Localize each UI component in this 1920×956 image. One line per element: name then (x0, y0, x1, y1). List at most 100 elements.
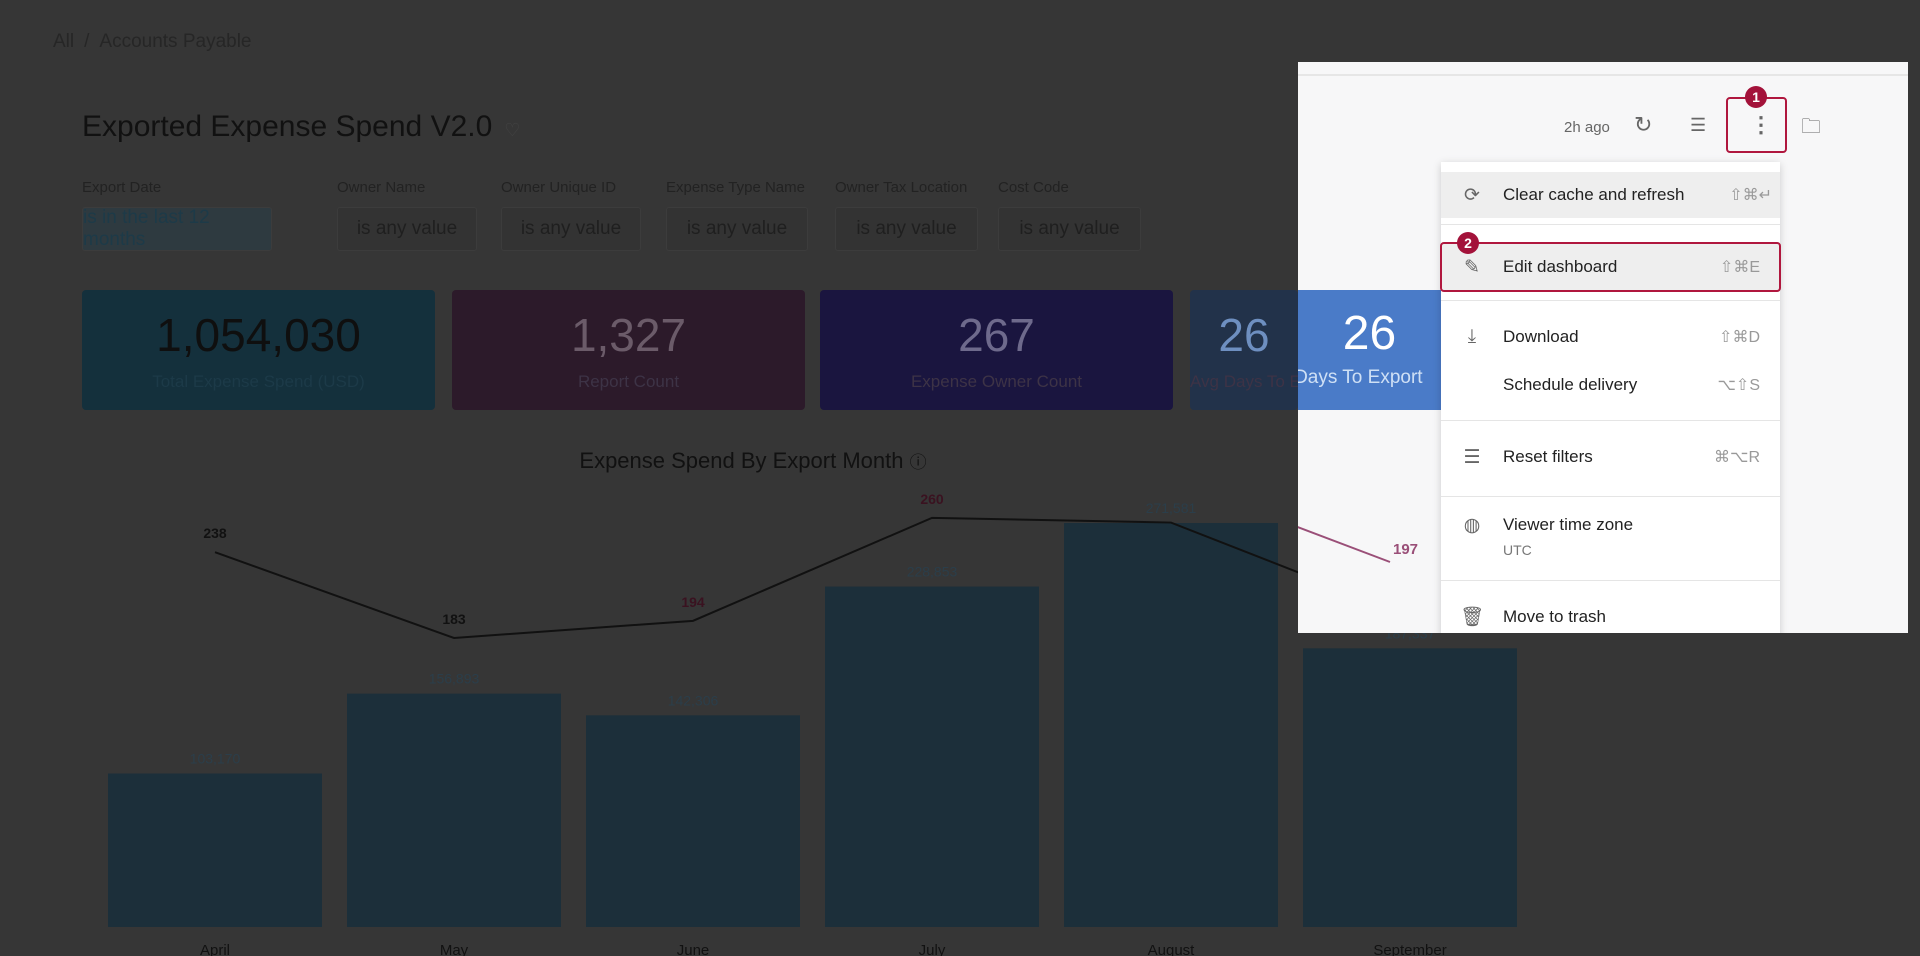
kpi-label: Avg Days To Export (1298, 367, 1423, 388)
chart-title: Expense Spend By Export Month ⓘ (0, 448, 1506, 474)
info-icon[interactable]: ⓘ (909, 453, 927, 472)
kpi-label: Report Count (577, 372, 680, 391)
kpi-card[interactable]: 1,054,030 Total Expense Spend (USD) (82, 290, 435, 410)
pencil-icon: ✎ (1464, 256, 1480, 278)
x-tick-label: July (919, 942, 946, 956)
divider (1298, 74, 1908, 76)
bar-september (1303, 648, 1517, 927)
shortcut: ⇧⌘D (1719, 329, 1760, 346)
filter-label: Expense Type Name (666, 179, 805, 196)
refresh-icon[interactable]: ↻ (1634, 112, 1653, 137)
bar-label: 103,170 (190, 751, 241, 767)
kpi-card-avg-days-zoomed: 26 Avg Days To Export (1298, 290, 1441, 410)
menu-label: Edit dashboard (1503, 257, 1618, 276)
x-tick-label: September (1373, 942, 1446, 956)
line-segment (1298, 526, 1391, 563)
filter-label: Export Date (82, 179, 162, 196)
breadcrumb: All / Accounts Payable (53, 31, 252, 53)
bar-august (1064, 523, 1278, 927)
filter-input[interactable]: is any value (337, 207, 477, 251)
download-icon: ⤓ (1467, 326, 1477, 347)
menu-label: Clear cache and refresh (1503, 185, 1685, 204)
kpi-value: 267 (958, 309, 1035, 361)
filter-icon[interactable]: ☰ (1690, 115, 1707, 135)
menu-item-move-to-trash[interactable]: 🗑 Move to trash (1441, 594, 1780, 633)
line-series (214, 516, 1411, 640)
line-label: 183 (442, 611, 466, 627)
menu-item-download[interactable]: ⤓ Download ⇧⌘D (1441, 314, 1780, 360)
kpi-card[interactable]: 1,327 Report Count (452, 290, 805, 410)
kpi-label: Expense Owner Count (910, 372, 1083, 391)
menu-label: Viewer time zone (1503, 515, 1634, 534)
kpi-card[interactable]: 267 Expense Owner Count (820, 290, 1173, 410)
time-zone-value: UTC (1503, 542, 1532, 558)
trash-icon: 🗑 (1459, 607, 1485, 628)
breadcrumb-separator: / (84, 31, 90, 52)
filter-input[interactable]: is in the last 12 months (82, 207, 272, 251)
x-tick-label: April (200, 942, 230, 956)
kpi-label: Total Expense Spend (USD) (152, 372, 365, 391)
filter-label: Owner Tax Location (835, 179, 968, 196)
chart-line-fragment: 197 (1298, 526, 1418, 563)
bar-label: 142,306 (668, 692, 719, 708)
menu-label: Move to trash (1503, 607, 1606, 626)
shortcut: ⇧⌘↵ (1729, 187, 1772, 204)
filter-label: Owner Unique ID (501, 179, 617, 196)
chart-title-text: Expense Spend By Export Month (579, 448, 904, 473)
breadcrumb-all[interactable]: All (53, 31, 75, 52)
menu-label: Schedule delivery (1503, 375, 1638, 394)
shortcut: ⌘⌥R (1714, 449, 1760, 466)
dashboard-actions-menu: ⟳ Clear cache and refresh ⇧⌘↵ ✎ Edit dashbo… (1441, 162, 1780, 633)
divider (1441, 420, 1780, 421)
dashboard-title: Exported Expense Spend V2.0 (82, 110, 493, 143)
folder-icon[interactable]: 🗀 (1801, 116, 1821, 138)
menu-item-viewer-time-zone[interactable]: ◍ Viewer time zone (1441, 502, 1780, 548)
bar-july (825, 586, 1039, 927)
menu-item-reset-filters[interactable]: ☰ Reset filters ⌘⌥R (1441, 434, 1780, 480)
bar-may (347, 693, 561, 927)
filter-icon: ☰ (1463, 446, 1481, 468)
filter-input[interactable]: is any value (998, 207, 1141, 251)
refresh-icon: ⟳ (1464, 184, 1480, 206)
kpi-card[interactable]: 26 Avg Days To Export (1190, 290, 1298, 410)
last-updated: 2h ago (1564, 119, 1610, 136)
kpi-value: 1,327 (570, 309, 687, 361)
zoomed-menu-callout: 26 Avg Days To Export 197 2h ago ↻ ☰ ⋮ 🗀… (1298, 62, 1908, 633)
divider (1441, 300, 1780, 301)
bar-label: 156,893 (429, 671, 480, 687)
highlight-edit-dashboard (1440, 242, 1781, 292)
bar-april (108, 773, 322, 927)
filter-label: Owner Name (337, 179, 426, 196)
x-tick-label: May (440, 942, 469, 956)
menu-label: Reset filters (1503, 447, 1593, 466)
menu-item-schedule-delivery[interactable]: Schedule delivery ⌥⇧S (1441, 362, 1780, 408)
bar-label: 228,853 (907, 564, 958, 580)
breadcrumb-current[interactable]: Accounts Payable (99, 31, 252, 52)
step-badge-2: 2 (1457, 232, 1479, 254)
menu-item-clear-cache[interactable]: ⟳ Clear cache and refresh ⇧⌘↵ (1441, 172, 1780, 218)
divider (1441, 580, 1780, 581)
menu-label: Download (1503, 327, 1579, 346)
kpi-label: Avg Days To Export (1190, 372, 1298, 391)
kpi-value: 26 (1218, 309, 1270, 361)
filter-input[interactable]: is any value (666, 207, 808, 251)
heart-icon[interactable]: ♡ (504, 120, 521, 140)
bar-june (586, 715, 800, 927)
line-label-september: 197 (1393, 541, 1418, 558)
filter-input[interactable]: is any value (835, 207, 978, 251)
x-tick-label: August (1148, 942, 1196, 956)
page-title: Exported Expense Spend V2.0 ♡ (82, 110, 520, 144)
kebab-icon[interactable]: ⋮ (1750, 112, 1772, 137)
line-label: 194 (681, 594, 705, 610)
kpi-value: 1,054,030 (156, 309, 361, 361)
line-label: 260 (920, 491, 944, 507)
filter-input[interactable]: is any value (501, 207, 641, 251)
shortcut: ⇧⌘E (1719, 259, 1760, 276)
menu-item-edit-dashboard[interactable]: ✎ Edit dashboard ⇧⌘E (1441, 244, 1780, 290)
step-badge-1: 1 (1745, 86, 1767, 108)
shortcut: ⌥⇧S (1717, 377, 1760, 394)
globe-icon: ◍ (1463, 514, 1481, 536)
x-tick-label: June (677, 942, 710, 956)
divider (1441, 224, 1780, 225)
